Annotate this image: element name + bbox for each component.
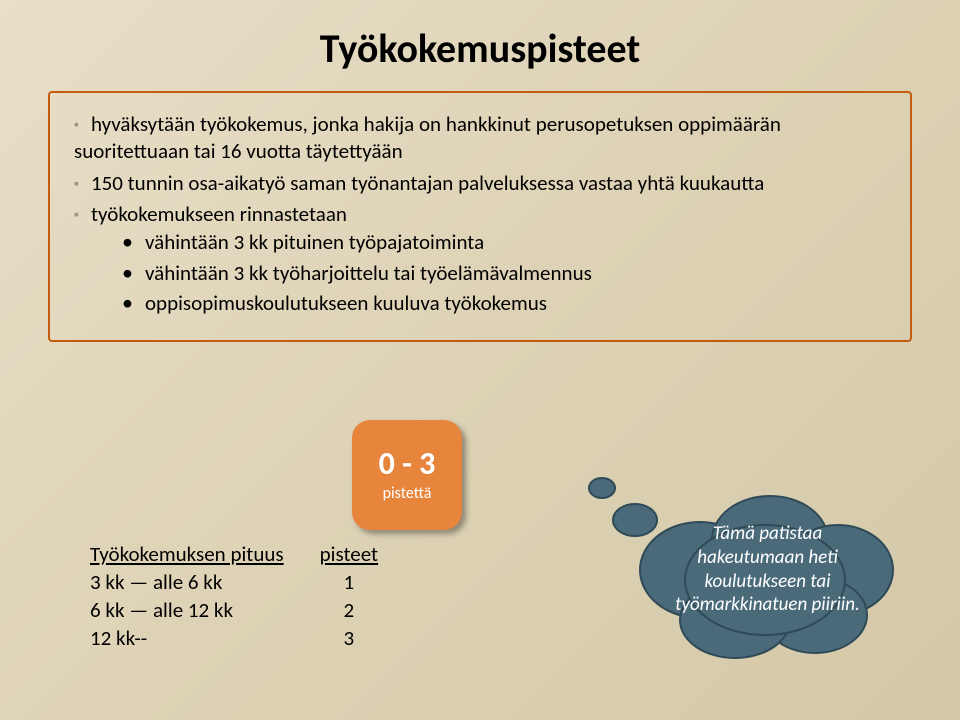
badge-range: 0 - 3 xyxy=(379,448,436,480)
table-cell: 3 xyxy=(320,624,378,652)
table-header: pisteet xyxy=(320,540,378,568)
table-header: Työkokemuksen pituus xyxy=(90,540,320,568)
page-title: Työkokemuspisteet xyxy=(0,0,960,91)
thought-cloud: Tämä patistaa hakeutumaan heti koulutuks… xyxy=(580,450,910,670)
table-cell: 12 kk-- xyxy=(90,624,320,652)
points-badge: 0 - 3 pistettä xyxy=(352,420,462,530)
badge-label: pistettä xyxy=(383,484,432,503)
bullet-item: hyväksytään työkokemus, jonka hakija on … xyxy=(74,111,890,166)
bullet-item: 150 tunnin osa-aikatyö saman työnantajan… xyxy=(74,170,890,197)
table-cell: 1 xyxy=(320,568,378,596)
table-cell: 2 xyxy=(320,596,378,624)
bullet-item: työkokemukseen rinnastetaan vähintään 3 … xyxy=(74,201,890,318)
bullet-item: vähintään 3 kk työharjoittelu tai työelä… xyxy=(122,259,890,288)
bullet-item: oppisopimuskoulutukseen kuuluva työkokem… xyxy=(122,289,890,318)
table-cell: 3 kk — alle 6 kk xyxy=(90,568,320,596)
table-cell: 6 kk — alle 12 kk xyxy=(90,596,320,624)
cloud-text: Tämä patistaa hakeutumaan heti koulutuks… xyxy=(660,522,875,617)
content-box: hyväksytään työkokemus, jonka hakija on … xyxy=(48,91,912,342)
points-table: Työkokemuksen pituus pisteet 3 kk — alle… xyxy=(90,540,378,652)
bullet-item: vähintään 3 kk pituinen työpajatoiminta xyxy=(122,228,890,257)
